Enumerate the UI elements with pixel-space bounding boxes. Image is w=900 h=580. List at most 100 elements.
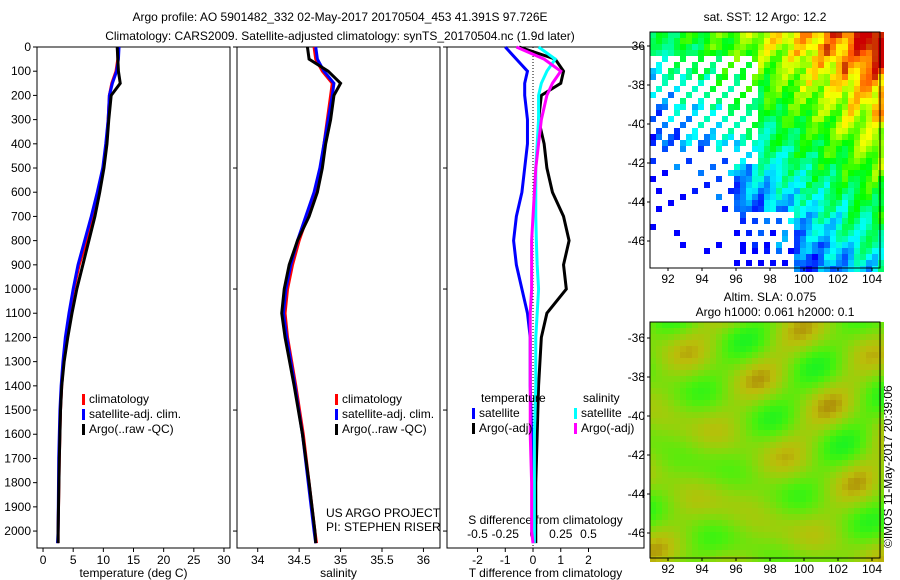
- map-cell: [812, 212, 818, 218]
- map-cell: [686, 490, 692, 496]
- map-cell: [818, 532, 824, 538]
- map-cell: [866, 520, 872, 526]
- map-cell: [860, 122, 866, 128]
- map-cell: [662, 448, 668, 454]
- map-cell: [698, 430, 704, 436]
- map-cell: [668, 38, 674, 44]
- map-cell: [818, 80, 824, 86]
- map-cell: [794, 254, 800, 260]
- map-cell: [776, 364, 782, 370]
- map-cell: [854, 556, 860, 562]
- map-cell: [818, 328, 824, 334]
- map-cell: [734, 164, 740, 170]
- map-cell: [680, 394, 686, 400]
- map-cell: [722, 448, 728, 454]
- map-cell: [668, 496, 674, 502]
- map-cell: [758, 412, 764, 418]
- map-cell: [776, 352, 782, 358]
- map-cell: [800, 514, 806, 520]
- map-cell: [866, 122, 872, 128]
- map-cell: [872, 442, 878, 448]
- map-cell: [878, 92, 884, 98]
- map-cell: [878, 346, 884, 352]
- map-cell: [668, 376, 674, 382]
- map-cell: [836, 152, 842, 158]
- x-tick-label: 30: [217, 553, 231, 567]
- map-cell: [782, 394, 788, 400]
- map-cell: [878, 218, 884, 224]
- map-cell: [746, 358, 752, 364]
- map-cell: [830, 134, 836, 140]
- map-cell: [686, 370, 692, 376]
- map-cell: [848, 370, 854, 376]
- map-cell: [800, 382, 806, 388]
- map-cell: [824, 430, 830, 436]
- map-cell: [872, 254, 878, 260]
- map-cell: [764, 322, 770, 328]
- map-cell: [692, 388, 698, 394]
- map-cell: [842, 134, 848, 140]
- map-cell: [812, 502, 818, 508]
- map-cell: [770, 188, 776, 194]
- map-cell: [662, 436, 668, 442]
- map-cell: [854, 152, 860, 158]
- map-cell: [860, 158, 866, 164]
- map-cell: [776, 86, 782, 92]
- map-cell: [668, 514, 674, 520]
- map-cell: [788, 50, 794, 56]
- map-cell: [728, 520, 734, 526]
- map-cell: [758, 550, 764, 556]
- map-cell: [806, 236, 812, 242]
- map-cell: [854, 394, 860, 400]
- map-cell: [776, 200, 782, 206]
- map-cell: [710, 550, 716, 556]
- map-cell: [776, 466, 782, 472]
- map-cell: [812, 484, 818, 490]
- map-cell: [854, 436, 860, 442]
- map-cell: [668, 520, 674, 526]
- map-cell: [752, 484, 758, 490]
- map-cell: [812, 424, 818, 430]
- map-cell: [704, 496, 710, 502]
- map-cell: [812, 496, 818, 502]
- map-cell: [824, 478, 830, 484]
- map-cell: [752, 478, 758, 484]
- map-cell: [752, 406, 758, 412]
- map-cell: [686, 92, 692, 98]
- map-cell: [746, 328, 752, 334]
- map-cell: [788, 322, 794, 328]
- map-cell: [692, 430, 698, 436]
- map-cell: [740, 364, 746, 370]
- legend-swatch: [574, 408, 577, 419]
- map-cell: [710, 496, 716, 502]
- map-cell: [860, 134, 866, 140]
- map-cell: [704, 436, 710, 442]
- map-cell: [710, 322, 716, 328]
- map-cell: [686, 544, 692, 550]
- map-cell: [704, 466, 710, 472]
- map-cell: [836, 472, 842, 478]
- map-cell: [656, 556, 662, 562]
- map-cell: [668, 50, 674, 56]
- map-cell: [734, 442, 740, 448]
- map-cell: [656, 86, 662, 92]
- map-cell: [668, 116, 674, 122]
- map-cell: [692, 188, 698, 194]
- map-cell: [806, 460, 812, 466]
- map-cell: [836, 400, 842, 406]
- map-cell: [830, 98, 836, 104]
- map-cell: [860, 412, 866, 418]
- map-cell: [704, 424, 710, 430]
- map-cell: [878, 424, 884, 430]
- map-cell: [860, 538, 866, 544]
- map-cell: [800, 188, 806, 194]
- map-cell: [752, 206, 758, 212]
- map-cell: [776, 532, 782, 538]
- map-cell: [752, 466, 758, 472]
- map-cell: [656, 206, 662, 212]
- map-cell: [770, 116, 776, 122]
- map-cell: [722, 532, 728, 538]
- map-cell: [782, 388, 788, 394]
- map-cell: [752, 412, 758, 418]
- map-cell: [848, 170, 854, 176]
